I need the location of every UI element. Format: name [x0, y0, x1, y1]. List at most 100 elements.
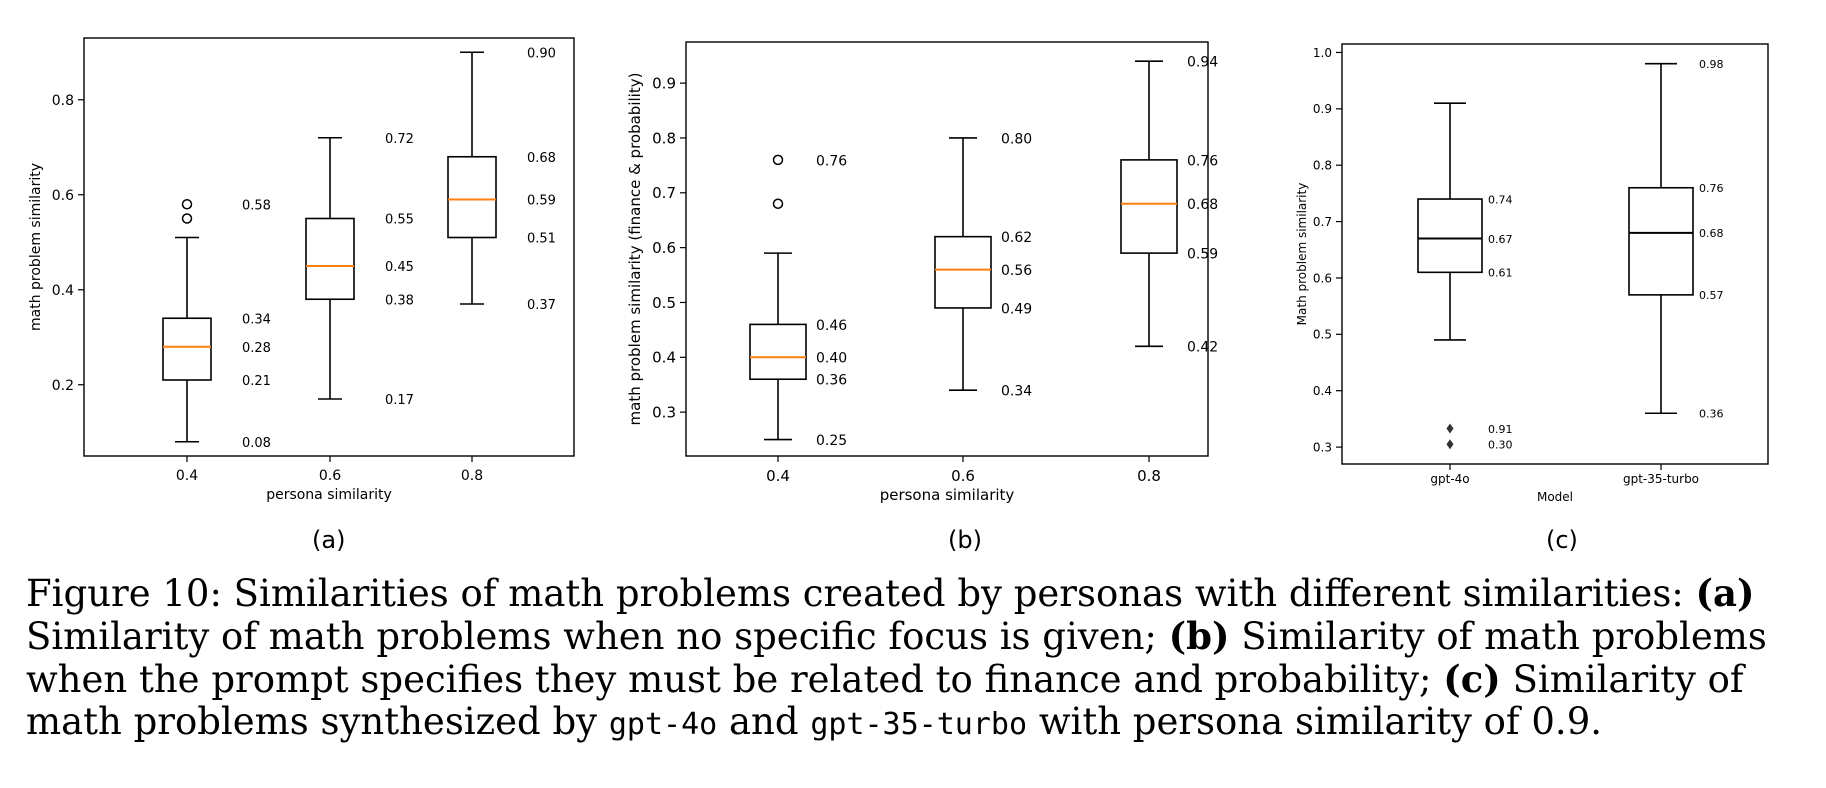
chart2-box-2-value-label: 0.42 — [1187, 340, 1218, 356]
chart1-box-0-value-label: 0.21 — [242, 374, 271, 389]
chart1-y-axis-label: math problem similarity — [28, 163, 44, 331]
chart3-box-0-value-label: 0.74 — [1488, 193, 1513, 206]
chart3-box-0-outlier — [1446, 439, 1454, 450]
chart3-ytick-label: 0.7 — [1313, 215, 1332, 229]
chart2-box-0-value-label: 0.36 — [816, 373, 847, 389]
chart1-box-2-value-label: 0.68 — [527, 151, 556, 166]
chart1-ytick-label: 0.2 — [52, 378, 74, 394]
chart1-box-0-value-label: 0.58 — [242, 198, 271, 213]
chart2-box-2-iqr — [1120, 159, 1178, 254]
chart2-box-2-value-label: 0.94 — [1187, 55, 1218, 71]
chart2-box-1-value-label: 0.49 — [1001, 301, 1032, 317]
chart3-ytick-label: 0.3 — [1313, 440, 1332, 454]
chart3-ytick-label: 1.0 — [1313, 46, 1332, 60]
chart1-box-2-iqr — [447, 155, 497, 239]
chart2-box-0-iqr — [749, 323, 807, 381]
chart3-ytick-label: 0.8 — [1313, 159, 1332, 173]
caption-model-gpt4o: gpt-4o — [608, 707, 718, 742]
chart1-box-2-value-label: 0.90 — [527, 46, 556, 61]
chart3-box-0-value-label: 0.61 — [1488, 267, 1513, 280]
chart1-box-0-outlier — [181, 213, 193, 224]
panel-label-c: (c) — [1546, 526, 1578, 554]
chart2-plot-frame — [685, 41, 1209, 457]
panel-label-a: (a) — [312, 526, 346, 554]
caption-c-label: (c) — [1443, 657, 1501, 701]
chart1-ytick-label: 0.6 — [52, 188, 74, 204]
chart2-box-0-value-label: 0.76 — [816, 153, 847, 169]
chart2-box-2-value-label: 0.68 — [1187, 197, 1218, 213]
chart3-ytick-label: 0.4 — [1313, 384, 1332, 398]
chart1-box-1-value-label: 0.38 — [385, 293, 414, 308]
caption-b-label: (b) — [1168, 614, 1230, 658]
chart1-xtick-label: 0.8 — [461, 468, 483, 484]
chart2-box-0-value-label: 0.40 — [816, 351, 847, 367]
chart1-box-0-value-label: 0.28 — [242, 341, 271, 356]
chart1-xtick-label: 0.4 — [176, 468, 198, 484]
chart1-box-0-iqr — [162, 317, 212, 381]
chart1-ytick-label: 0.4 — [52, 283, 74, 299]
caption-model-gpt35: gpt-35-turbo — [810, 707, 1028, 742]
panel-label-b: (b) — [948, 526, 982, 554]
chart2-box-1-value-label: 0.34 — [1001, 384, 1032, 400]
chart2-xtick-label: 0.8 — [1137, 467, 1161, 485]
chart3-y-axis-label: Math problem similarity — [1295, 183, 1309, 326]
caption-a-text: Similarity of math problems when no spec… — [26, 615, 1169, 658]
figure-caption: Figure 10: Similarities of math problems… — [26, 572, 1816, 746]
chart2-ytick-label: 0.6 — [652, 239, 676, 257]
chart2-ytick-label: 0.3 — [652, 404, 676, 422]
chart1-x-axis-label: persona similarity — [266, 487, 392, 503]
chart2-xtick-label: 0.6 — [951, 467, 975, 485]
chart2-box-1-value-label: 0.80 — [1001, 131, 1032, 147]
chart2-box-0-value-label: 0.46 — [816, 318, 847, 334]
chart3-xtick-label: gpt-35-turbo — [1623, 472, 1699, 486]
chart3-x-axis-label: Model — [1537, 490, 1573, 504]
chart3-box-1-value-label: 0.68 — [1699, 227, 1724, 240]
chart2-ytick-label: 0.9 — [652, 75, 676, 93]
chart1-box-2-value-label: 0.51 — [527, 232, 556, 247]
chart3-plot-frame — [1341, 43, 1769, 465]
chart3-box-0-value-label: 0.67 — [1488, 233, 1513, 246]
chart2-ytick-label: 0.8 — [652, 129, 676, 147]
chart1-box-1-value-label: 0.72 — [385, 132, 414, 147]
chart3-box-0-value-label: 0.30 — [1488, 439, 1513, 452]
chart2-box-0-value-label: 0.25 — [816, 433, 847, 449]
chart1-box-1-iqr — [305, 217, 355, 301]
chart3-box-1-value-label: 0.98 — [1699, 58, 1724, 71]
chart3-ytick-label: 0.6 — [1313, 271, 1332, 285]
chart2-ytick-label: 0.4 — [652, 349, 676, 367]
chart3-box-1-iqr — [1628, 186, 1694, 296]
figure-charts: 0.2 0.4 0.6 0.8 0.4 0.6 0.8 persona similarity m… — [28, 37, 1769, 504]
chart3-box-0-iqr — [1417, 198, 1483, 274]
chart2-y-axis-label: math problem similarity (finance & proba… — [626, 73, 644, 426]
chart3-box-0-value-label: 0.91 — [1488, 423, 1513, 436]
chart3-box-0-outlier — [1446, 423, 1454, 434]
chart1-box-2-value-label: 0.59 — [527, 194, 556, 209]
chart2-box-1-value-label: 0.62 — [1001, 230, 1032, 246]
caption-a-label: (a) — [1695, 571, 1755, 615]
chart2-box-0-outlier — [772, 198, 784, 210]
chart3-box-1-value-label: 0.36 — [1699, 408, 1724, 421]
chart1-box-0-value-label: 0.34 — [242, 312, 271, 327]
chart1-box-2-value-label: 0.37 — [527, 298, 556, 313]
chart2-box-2-value-label: 0.59 — [1187, 247, 1218, 263]
chart1-ytick-label: 0.8 — [52, 93, 74, 109]
chart3-ytick-label: 0.5 — [1313, 328, 1332, 342]
chart3-xtick-label: gpt-4o — [1430, 472, 1469, 486]
caption-b-text: Similarity of math problems when the pro… — [26, 615, 1767, 701]
chart3-box-1-value-label: 0.76 — [1699, 182, 1724, 195]
chart2-box-1-iqr — [934, 235, 992, 309]
chart1-box-0-outlier — [181, 199, 193, 210]
chart2-xtick-label: 0.4 — [766, 467, 790, 485]
chart1-box-1-value-label: 0.55 — [385, 213, 414, 228]
chart1-plot-frame — [83, 37, 575, 457]
chart1-box-0-value-label: 0.08 — [242, 436, 271, 451]
caption-suffix: with persona similarity of 0.9. — [1027, 700, 1602, 743]
chart2-ytick-label: 0.5 — [652, 294, 676, 312]
chart1-xtick-label: 0.6 — [319, 468, 341, 484]
caption-and-text: and — [717, 700, 811, 743]
caption-prefix: Figure 10: Similarities of math problems… — [26, 572, 1696, 615]
chart1-box-1-value-label: 0.45 — [385, 260, 414, 275]
caption-c-text: Similarity of math problems synthesized … — [26, 658, 1744, 743]
chart3-box-1-value-label: 0.57 — [1699, 289, 1724, 302]
chart2-x-axis-label: persona similarity — [880, 486, 1015, 504]
